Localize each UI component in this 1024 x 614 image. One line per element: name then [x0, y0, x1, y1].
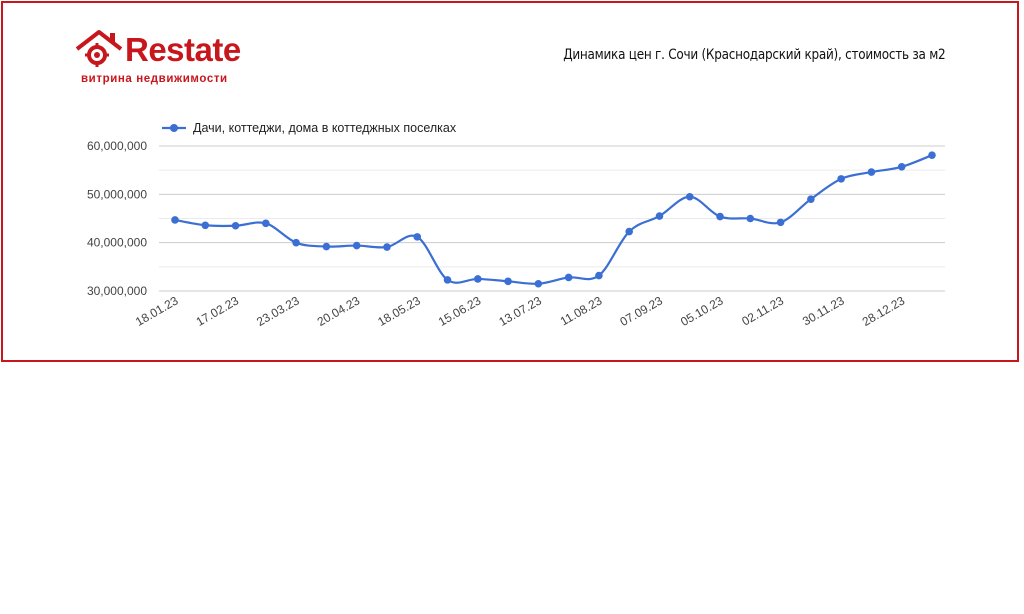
data-point: [262, 219, 270, 228]
data-point: [867, 168, 876, 176]
data-point: [655, 212, 664, 220]
data-point: [383, 243, 391, 251]
data-point: [716, 212, 724, 221]
data-point: [322, 242, 331, 251]
x-tick-label: 02.11.23: [739, 293, 786, 328]
x-tick-label: 05.10.23: [678, 293, 726, 329]
data-point: [171, 216, 179, 224]
y-tick-label: 50,000,000: [87, 187, 147, 201]
x-tick-label: 07.09.23: [618, 293, 666, 329]
legend-label: Дачи, коттеджи, дома в коттеджных поселк…: [193, 121, 457, 135]
data-point: [564, 273, 573, 282]
house-gear-icon: [75, 30, 123, 67]
data-point: [534, 279, 543, 288]
restate-logo: Restate витрина недвижимости: [75, 25, 265, 89]
x-tick-label: 30.11.23: [800, 293, 847, 328]
x-tick-label: 17.02.23: [194, 293, 242, 329]
data-point: [504, 277, 512, 286]
data-point: [201, 221, 210, 230]
x-tick-label: 18.05.23: [375, 293, 423, 329]
data-point: [625, 227, 633, 236]
x-tick-label: 20.04.23: [315, 293, 363, 329]
x-tick-label: 23.03.23: [254, 293, 302, 329]
data-point: [746, 214, 755, 223]
data-point: [776, 218, 785, 227]
y-tick-label: 60,000,000: [87, 139, 147, 153]
brand-tagline: витрина недвижимости: [81, 73, 228, 85]
data-point: [443, 276, 452, 284]
data-point: [807, 195, 815, 203]
x-tick-label: 13.07.23: [496, 293, 544, 329]
chart-frame: Restate витрина недвижимости Динамика це…: [1, 1, 1019, 362]
data-point: [897, 162, 906, 171]
x-tick-label: 28.12.23: [860, 293, 908, 329]
brand-name: Restate: [125, 31, 241, 68]
line-chart: 30,000,000 40,000,000 50,000,000 60,000,000…: [87, 121, 945, 329]
data-point: [685, 192, 694, 201]
x-tick-label: 11.08.23: [558, 293, 605, 328]
y-tick-label: 40,000,000: [87, 236, 147, 250]
data-point: [928, 151, 936, 159]
legend-marker: [170, 124, 178, 132]
data-point: [474, 275, 482, 283]
y-tick-label: 30,000,000: [87, 284, 147, 298]
data-point: [837, 175, 845, 183]
x-tick-label: 15.06.23: [436, 293, 484, 329]
data-point: [352, 241, 361, 250]
data-point: [292, 238, 300, 247]
series-line: [174, 154, 933, 285]
data-point: [231, 221, 240, 230]
chart-title: Динамика цен г. Сочи (Краснодарский край…: [562, 47, 945, 63]
data-point: [595, 271, 603, 280]
x-tick-label: 18.01.23: [133, 293, 181, 329]
data-point: [413, 233, 422, 241]
